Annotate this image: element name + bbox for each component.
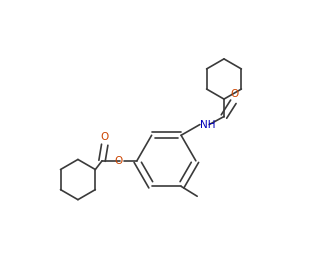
Text: O: O xyxy=(100,132,109,142)
Text: O: O xyxy=(231,89,239,99)
Text: O: O xyxy=(114,156,122,166)
Text: NH: NH xyxy=(200,120,215,129)
